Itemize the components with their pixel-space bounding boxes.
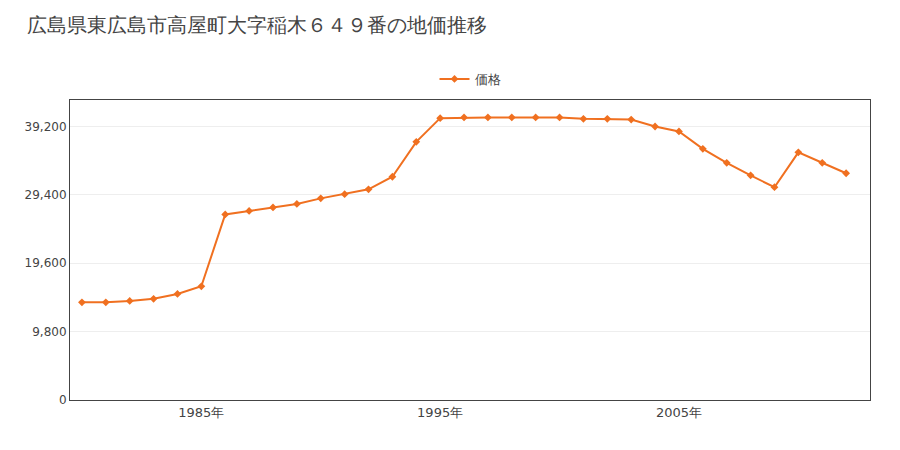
svg-text:2005年: 2005年: [656, 405, 702, 420]
svg-text:29,400: 29,400: [25, 188, 67, 202]
svg-text:1995年: 1995年: [417, 405, 463, 420]
svg-text:9,800: 9,800: [32, 325, 66, 339]
svg-text:39,200: 39,200: [25, 120, 67, 134]
svg-text:0: 0: [59, 393, 67, 407]
svg-text:1985年: 1985年: [178, 405, 224, 420]
svg-text:広島県東広島市高屋町大字稲木６４９番の地価推移: 広島県東広島市高屋町大字稲木６４９番の地価推移: [27, 13, 487, 37]
svg-text:価格: 価格: [475, 72, 501, 87]
svg-text:19,600: 19,600: [25, 256, 67, 270]
